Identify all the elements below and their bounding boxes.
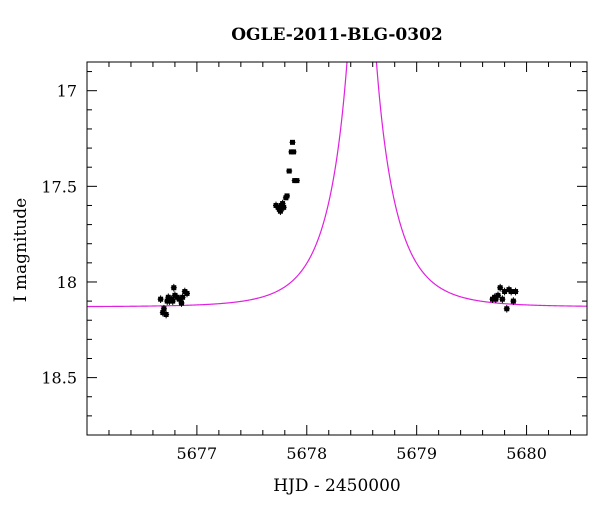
data-marker	[289, 139, 295, 145]
data-marker	[161, 306, 167, 312]
data-point	[179, 293, 186, 302]
data-point	[284, 193, 290, 199]
y-tick-label: 18	[57, 273, 77, 292]
data-point	[157, 295, 164, 304]
data-marker	[160, 310, 166, 316]
y-tick-label: 17.5	[41, 177, 77, 196]
data-marker	[291, 149, 297, 155]
data-marker	[508, 289, 514, 295]
data-point	[170, 283, 177, 292]
data-marker	[158, 296, 164, 302]
data-marker	[497, 285, 503, 291]
data-marker	[294, 178, 300, 184]
data-marker	[179, 300, 185, 306]
x-tick-label: 5680	[506, 444, 547, 463]
model-curve	[87, 62, 587, 308]
data-marker	[280, 201, 286, 207]
data-marker	[180, 294, 186, 300]
plot-frame	[86, 61, 588, 436]
x-tick-label: 5679	[396, 444, 437, 463]
y-axis-label: I magnitude	[11, 198, 31, 302]
data-point	[497, 283, 504, 292]
y-tick-label: 18.5	[41, 369, 77, 388]
data-point	[184, 289, 190, 298]
data-marker	[165, 294, 171, 300]
data-point	[277, 207, 284, 216]
x-axis-label: HJD - 2450000	[273, 476, 401, 496]
data-marker	[513, 289, 519, 295]
data-marker	[277, 208, 283, 214]
data-marker	[504, 306, 510, 312]
y-tick-label: 17	[57, 82, 77, 101]
data-point	[163, 310, 170, 319]
data-point	[293, 178, 300, 184]
data-point	[289, 139, 296, 145]
x-tick-label: 5677	[177, 444, 218, 463]
data-marker	[284, 193, 290, 199]
data-point	[510, 297, 517, 305]
data-point	[280, 203, 287, 212]
data-point	[160, 304, 167, 313]
data-marker	[493, 296, 499, 302]
data-point	[178, 299, 185, 307]
plot-area: 5677 5678 5679 5680 17 17.5 18 18.5	[41, 61, 588, 463]
data-point	[499, 295, 506, 304]
data-marker	[499, 296, 505, 302]
data-marker	[281, 204, 287, 210]
data-marker	[163, 311, 169, 317]
data-marker	[502, 289, 508, 295]
data-marker	[170, 298, 176, 304]
data-point	[290, 149, 297, 155]
data-marker	[495, 292, 501, 298]
data-marker	[286, 168, 292, 174]
data-marker	[171, 285, 177, 291]
data-point	[169, 297, 176, 305]
data-point	[512, 287, 519, 296]
data-point	[494, 291, 501, 300]
data-marker	[176, 296, 182, 302]
data-marker	[184, 290, 190, 296]
x-tick-label: 5678	[286, 444, 327, 463]
data-point	[503, 304, 510, 313]
chart-title: OGLE-2011-BLG-0302	[231, 25, 443, 45]
data-point	[286, 168, 293, 174]
data-marker	[510, 298, 516, 304]
